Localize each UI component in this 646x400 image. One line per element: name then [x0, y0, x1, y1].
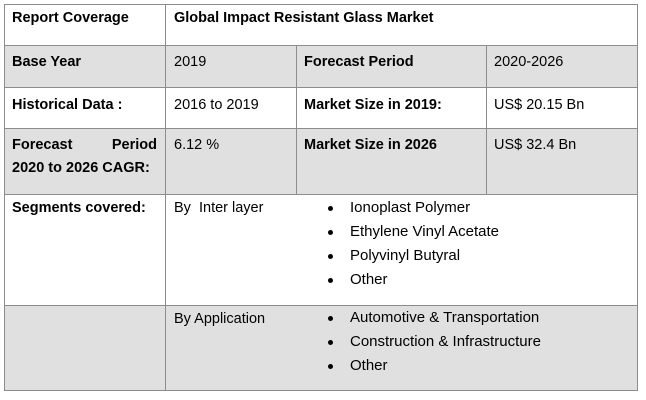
cagr-value: 6.12 % — [174, 137, 220, 153]
list-item: Other — [322, 268, 499, 292]
row-divider — [4, 194, 638, 195]
table-border-top — [4, 4, 638, 5]
inter-layer-label: By Inter layer — [174, 200, 264, 216]
market-size-2019-label: Market Size in 2019: — [304, 97, 442, 113]
historical-label: Historical Data : — [12, 97, 123, 113]
column-divider — [486, 45, 487, 194]
table-border-right — [637, 4, 638, 391]
row-forecast-bg — [4, 128, 638, 194]
row-divider — [4, 305, 638, 306]
column-divider — [165, 4, 166, 391]
bullet-icon — [328, 254, 333, 259]
forecast-period-label: Forecast Period — [304, 54, 414, 70]
bullet-icon — [328, 316, 333, 321]
header-label: Report Coverage — [12, 10, 129, 26]
bullet-icon — [328, 206, 333, 211]
row-divider — [4, 87, 638, 88]
bullet-icon — [328, 364, 333, 369]
application-list: Automotive & Transportation Construction… — [322, 306, 541, 378]
cagr-label-word1: Forecast — [12, 137, 73, 153]
report-coverage-table: Report Coverage Global Impact Resistant … — [4, 4, 638, 391]
table-border-bottom — [4, 390, 638, 391]
list-item: Ethylene Vinyl Acetate — [322, 220, 499, 244]
cagr-label: Forecast Period 2020 to 2026 CAGR: — [4, 128, 165, 194]
row-divider — [4, 128, 638, 129]
column-divider — [296, 45, 297, 194]
base-year-value: 2019 — [174, 54, 207, 70]
bullet-icon — [328, 230, 333, 235]
cagr-label-line2: 2020 to 2026 CAGR: — [12, 160, 150, 176]
market-size-2026-label: Market Size in 2026 — [304, 137, 437, 153]
segments-label: Segments covered: — [12, 200, 146, 216]
market-size-2026-value: US$ 32.4 Bn — [494, 137, 577, 153]
bullet-icon — [328, 278, 333, 283]
market-size-2019-value: US$ 20.15 Bn — [494, 97, 585, 113]
cagr-label-line1: Forecast Period — [12, 134, 157, 157]
report-title: Global Impact Resistant Glass Market — [174, 10, 434, 26]
forecast-period-value: 2020-2026 — [494, 54, 564, 70]
row-divider — [4, 45, 638, 46]
row-application-bg — [4, 305, 638, 391]
inter-layer-list: Ionoplast Polymer Ethylene Vinyl Acetate… — [322, 196, 499, 292]
list-item: Other — [322, 354, 541, 378]
row-base-year-bg — [4, 45, 638, 87]
table-border-left — [4, 4, 5, 391]
bullet-icon — [328, 340, 333, 345]
application-label: By Application — [174, 311, 266, 327]
cagr-label-word2: Period — [111, 137, 157, 153]
base-year-label: Base Year — [12, 54, 82, 70]
list-item: Ionoplast Polymer — [322, 196, 499, 220]
list-item: Construction & Infrastructure — [322, 330, 541, 354]
list-item: Automotive & Transportation — [322, 306, 541, 330]
historical-value: 2016 to 2019 — [174, 97, 259, 113]
list-item: Polyvinyl Butyral — [322, 244, 499, 268]
